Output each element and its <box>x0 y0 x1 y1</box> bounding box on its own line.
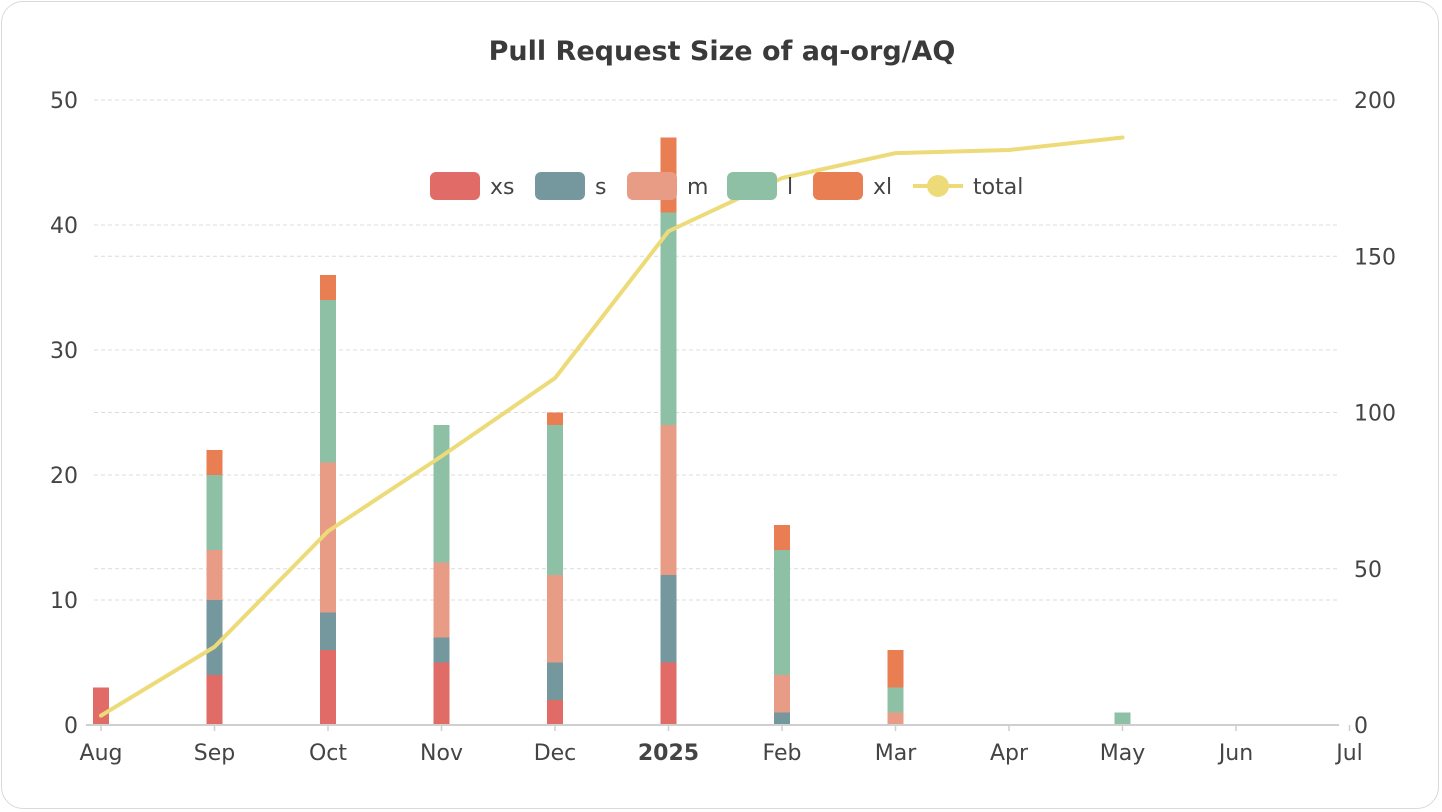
x-tick-label: Oct <box>309 741 347 766</box>
x-tick-label: Mar <box>875 741 917 766</box>
total-line <box>99 135 1125 718</box>
bar-l <box>547 425 563 575</box>
bar-xs <box>206 675 223 725</box>
bar-s <box>660 575 677 663</box>
y-axis-left: 0 10 20 30 40 50 <box>50 89 78 739</box>
bar-m <box>660 425 677 575</box>
bar-m <box>206 550 223 600</box>
y-tick-label: 20 <box>50 464 78 489</box>
legend-label-xl: xl <box>873 175 892 200</box>
x-tick-label: Feb <box>763 741 802 766</box>
legend-label-m: m <box>687 175 708 200</box>
bar-xl <box>206 450 223 475</box>
legend-label-s: s <box>595 175 606 200</box>
bar-l <box>887 687 904 713</box>
bar-xl <box>320 275 336 300</box>
bar-m <box>547 575 563 663</box>
bar-m <box>887 712 904 725</box>
x-tick-label: Sep <box>194 741 235 766</box>
bars <box>93 137 1131 725</box>
x-tick-label: Jun <box>1217 741 1253 766</box>
x-tick-label: Jul <box>1334 741 1363 766</box>
bar-l <box>774 550 790 675</box>
x-tick-label: Nov <box>420 741 463 766</box>
bar-s <box>774 712 790 725</box>
bar-xs <box>320 650 336 725</box>
legend-swatch-m <box>627 172 677 200</box>
y-tick-label: 10 <box>50 589 78 614</box>
bar-m <box>320 462 336 613</box>
bar-l <box>206 475 223 550</box>
x-tick-label: Dec <box>534 741 577 766</box>
grid-lines <box>94 99 1339 601</box>
bar-s <box>547 662 563 700</box>
bar-xl <box>547 412 563 425</box>
bar-l <box>1114 712 1131 725</box>
y2-tick-label: 50 <box>1354 558 1382 583</box>
y2-tick-label: 0 <box>1354 714 1368 739</box>
bar-xl <box>887 650 904 688</box>
legend-swatch-xs <box>430 172 480 200</box>
bar-xs <box>660 662 677 725</box>
bar-m <box>774 675 790 713</box>
y-tick-label: 50 <box>50 89 78 114</box>
y-tick-label: 0 <box>64 714 78 739</box>
y2-tick-label: 200 <box>1354 89 1396 114</box>
bar-l <box>433 425 450 563</box>
y2-tick-label: 100 <box>1354 402 1396 427</box>
x-tick-label: May <box>1100 741 1145 766</box>
x-axis: Aug Sep Oct Nov Dec 2025 Feb Mar Apr May Jun Jul <box>80 724 1363 766</box>
legend-label-xs: xs <box>490 175 514 200</box>
x-tick-label: Apr <box>990 741 1029 766</box>
y-tick-label: 40 <box>50 214 78 239</box>
legend-label-l: l <box>787 175 793 200</box>
legend-swatch-s <box>535 172 585 200</box>
bar-xs <box>547 700 563 725</box>
bar-s <box>320 612 336 650</box>
bar-m <box>433 562 450 638</box>
x-tick-label: Aug <box>80 741 123 766</box>
line-total <box>99 135 1125 718</box>
bar-l <box>320 300 336 463</box>
y-axis-right: 0 50 100 150 200 <box>1354 89 1396 739</box>
legend-swatch-l <box>727 172 777 200</box>
x-tick-label: 2025 <box>638 741 699 766</box>
bar-l <box>660 212 677 425</box>
legend-swatch-xl <box>813 172 863 200</box>
bar-xl <box>774 525 790 550</box>
bar-xs <box>433 662 450 725</box>
bar-xs <box>93 687 109 725</box>
legend-label-total: total <box>973 175 1023 200</box>
y2-tick-label: 150 <box>1354 245 1396 270</box>
legend-marker-total <box>927 175 949 197</box>
chart-title: Pull Request Size of aq-org/AQ <box>489 36 956 67</box>
y-tick-label: 30 <box>50 339 78 364</box>
legend: xs s m l xl total <box>430 172 1023 200</box>
bar-s <box>206 600 223 675</box>
bar-s <box>433 637 450 663</box>
